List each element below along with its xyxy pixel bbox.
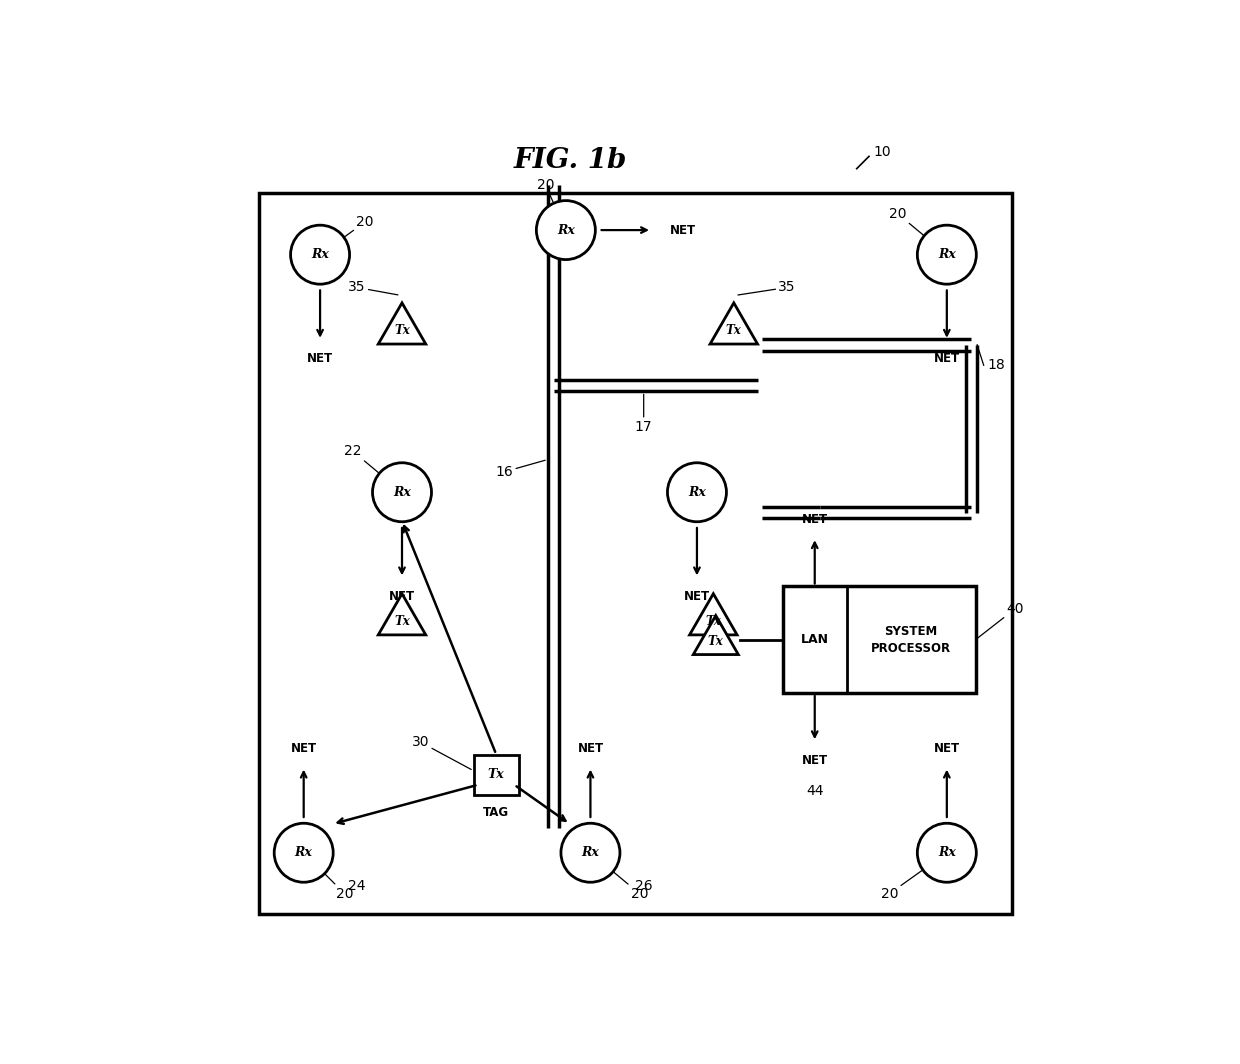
Text: NET: NET [934, 743, 960, 755]
Text: 30: 30 [412, 735, 471, 769]
Text: 40: 40 [977, 601, 1024, 638]
Text: NET: NET [934, 352, 960, 365]
Circle shape [560, 824, 620, 882]
Polygon shape [693, 616, 738, 654]
Polygon shape [689, 594, 737, 635]
Circle shape [918, 226, 976, 284]
Polygon shape [378, 594, 425, 635]
Text: Tx: Tx [394, 615, 410, 628]
Circle shape [372, 463, 432, 521]
Text: NET: NET [389, 589, 415, 603]
Text: 22: 22 [343, 445, 398, 488]
Text: NET: NET [684, 589, 711, 603]
Text: 20: 20 [308, 857, 353, 901]
Text: TAG: TAG [484, 807, 510, 819]
Text: Tx: Tx [725, 323, 742, 337]
Text: NET: NET [290, 743, 316, 755]
Text: 26: 26 [635, 879, 652, 893]
Text: NET: NET [578, 743, 604, 755]
Text: Tx: Tx [708, 635, 724, 648]
Text: NET: NET [670, 223, 696, 236]
Text: 24: 24 [348, 879, 366, 893]
Text: NET: NET [802, 753, 828, 767]
Text: Rx: Rx [295, 846, 312, 860]
Text: 20: 20 [537, 178, 563, 225]
Circle shape [537, 201, 595, 260]
Circle shape [667, 463, 727, 521]
Text: 35: 35 [348, 281, 398, 295]
Text: Tx: Tx [706, 615, 722, 628]
Text: Tx: Tx [394, 323, 410, 337]
Text: 16: 16 [496, 461, 546, 479]
Text: 18: 18 [988, 359, 1006, 372]
Bar [782, 586, 976, 693]
Text: 17: 17 [635, 395, 652, 434]
Polygon shape [711, 303, 758, 344]
Text: Rx: Rx [557, 223, 575, 236]
Polygon shape [378, 303, 425, 344]
Text: NET: NET [308, 352, 334, 365]
Text: Rx: Rx [311, 248, 329, 261]
Bar [474, 755, 518, 795]
Text: NET: NET [802, 513, 828, 526]
Circle shape [274, 824, 334, 882]
Text: 20: 20 [880, 855, 942, 901]
Text: 20: 20 [889, 206, 942, 251]
Bar [259, 194, 1012, 914]
Text: Rx: Rx [582, 846, 599, 860]
Text: FIG. 1b: FIG. 1b [513, 147, 626, 173]
Text: 10: 10 [873, 146, 890, 160]
Text: Tx: Tx [487, 768, 505, 781]
Text: Rx: Rx [937, 846, 956, 860]
Text: 20: 20 [595, 857, 649, 901]
Text: Rx: Rx [688, 486, 706, 499]
Text: Rx: Rx [393, 486, 410, 499]
Circle shape [290, 226, 350, 284]
Text: LAN: LAN [801, 633, 828, 646]
Text: 20: 20 [325, 215, 374, 251]
Circle shape [918, 824, 976, 882]
Text: 35: 35 [738, 281, 796, 295]
Text: SYSTEM
PROCESSOR: SYSTEM PROCESSOR [870, 625, 951, 654]
Text: Rx: Rx [937, 248, 956, 261]
Text: 44: 44 [806, 784, 823, 798]
